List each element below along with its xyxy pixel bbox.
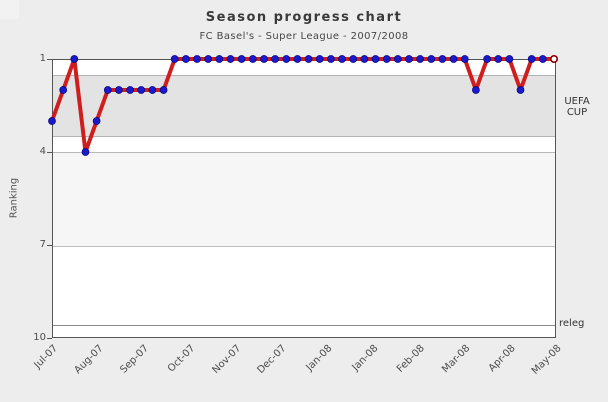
x-tick-label: Jul-07 [31, 343, 60, 371]
x-tick-label: Feb-08 [394, 343, 427, 375]
x-tick-label: Mar-08 [439, 343, 473, 376]
y-axis-label: Ranking [8, 177, 20, 219]
relegation-zone-label: releg [559, 318, 585, 329]
x-tick-label: Jan-08 [350, 343, 381, 374]
mid-rank-band [53, 152, 555, 247]
y-tick-mark [47, 338, 52, 339]
x-tick-label: Dec-07 [255, 343, 289, 377]
y-tick-mark [47, 152, 52, 153]
uefa-cup-zone-label: UEFA CUP [564, 96, 590, 118]
x-tick-label: Sep-07 [118, 343, 152, 376]
y-tick-mark [47, 245, 52, 246]
x-tick-label: Aug-07 [72, 343, 106, 377]
x-tick-label: Nov-07 [210, 343, 244, 376]
x-tick-label: Apr-08 [486, 343, 518, 375]
chart-subtitle: FC Basel's - Super League - 2007/2008 [199, 31, 409, 42]
x-tick-label: Jan-08 [304, 343, 335, 374]
chart-title: Season progress chart [205, 10, 403, 25]
y-tick-label: 4 [39, 146, 46, 157]
uefa-cup-zone-band [53, 75, 555, 137]
y-tick-label: 7 [39, 239, 46, 250]
x-tick-label: May-08 [529, 343, 564, 377]
y-tick-label: 10 [33, 332, 46, 343]
corner-artifact [0, 0, 19, 19]
y-tick-mark [47, 59, 52, 60]
relegation-line [53, 325, 555, 326]
plot-area [52, 59, 556, 338]
y-tick-label: 1 [39, 53, 46, 64]
x-tick-label: Oct-07 [165, 343, 198, 375]
